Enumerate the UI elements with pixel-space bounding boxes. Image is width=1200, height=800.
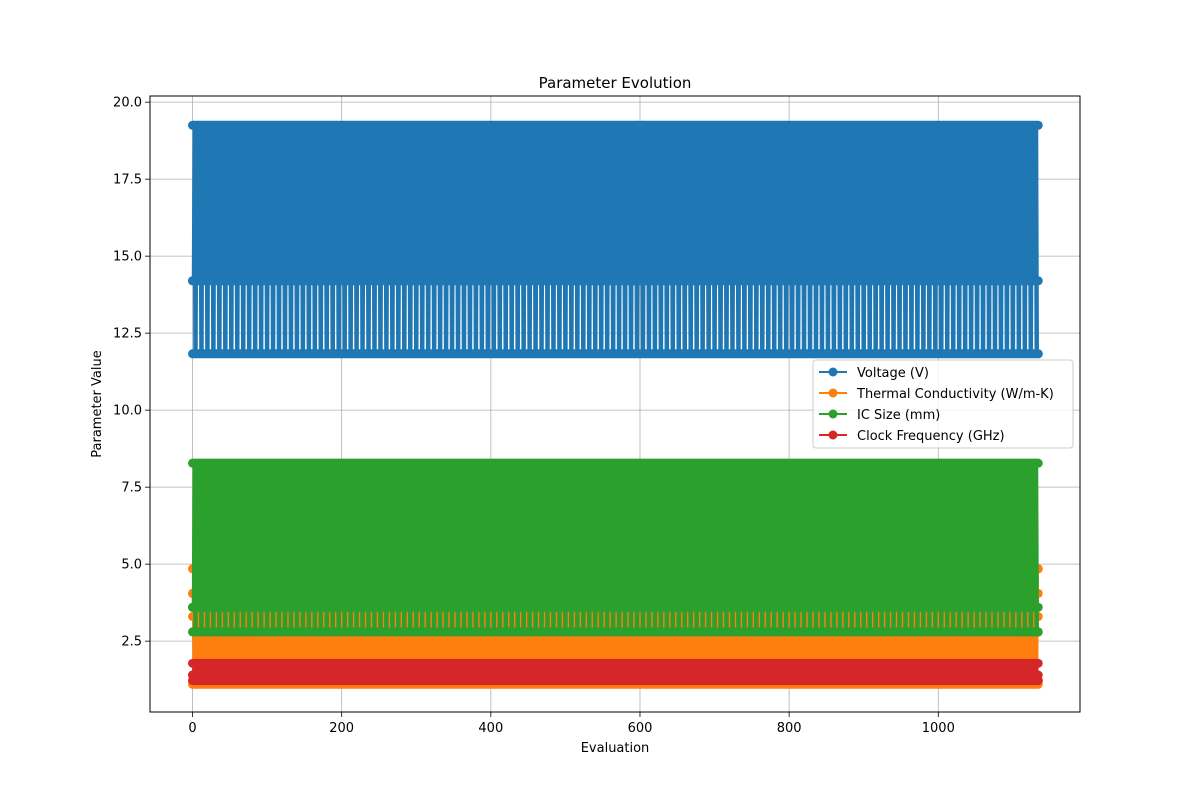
y-tick-label: 10.0: [113, 404, 142, 419]
y-tick-label: 7.5: [121, 481, 142, 496]
legend-marker: [828, 388, 838, 398]
legend-box: [812, 359, 1074, 449]
legend-label: Clock Frequency (GHz): [857, 429, 1005, 444]
legend-entry-thermal-conductivity: Thermal Conductivity (W/m-K): [819, 387, 1054, 402]
x-tick-label: 400: [478, 721, 503, 736]
legend-marker: [828, 409, 838, 419]
y-axis-label: Parameter Value: [90, 350, 105, 457]
data-point-last: [1033, 627, 1043, 637]
x-tick-label: 1000: [922, 721, 955, 736]
data-point-last: [1033, 676, 1043, 686]
data-point-first: [188, 276, 198, 286]
legend-marker: [828, 367, 838, 377]
data-point-first: [188, 602, 198, 612]
y-tick-label: 17.5: [113, 173, 142, 188]
y-axis-ticks: 2.5 5.0 7.5 10.0 12.5 15.0 17.5 20.0: [113, 96, 150, 650]
y-tick-label: 20.0: [113, 96, 142, 111]
legend: Voltage (V) Thermal Conductivity (W/m-K)…: [812, 359, 1074, 449]
data-point-first: [188, 670, 198, 680]
plot-area: [188, 120, 1043, 689]
series-ic-size-mm: [188, 458, 1043, 637]
series-clock-frequency-ghz: [188, 658, 1043, 686]
y-tick-label: 12.5: [113, 327, 142, 342]
chart-title: Parameter Evolution: [539, 74, 692, 92]
legend-marker: [828, 430, 838, 440]
data-point-last: [1033, 349, 1043, 359]
legend-entry-clock-frequency: Clock Frequency (GHz): [819, 429, 1005, 444]
legend-entry-ic-size: IC Size (mm): [819, 408, 940, 423]
x-axis-ticks: 0 200 400 600 800 1000: [188, 712, 955, 736]
x-axis-label: Evaluation: [581, 741, 650, 756]
axes-frame: [149, 95, 1081, 713]
series-voltage-v: [188, 120, 1043, 359]
y-tick-label: 5.0: [121, 558, 142, 573]
legend-label: IC Size (mm): [857, 408, 940, 423]
legend-entry-voltage: Voltage (V): [819, 366, 929, 381]
y-tick-label: 2.5: [121, 635, 142, 650]
legend-label: Thermal Conductivity (W/m-K): [856, 387, 1054, 402]
series-line: [191, 124, 1039, 355]
legend-label: Voltage (V): [857, 366, 929, 381]
x-tick-label: 0: [188, 721, 196, 736]
x-tick-label: 600: [628, 721, 653, 736]
x-tick-label: 200: [329, 721, 354, 736]
y-tick-label: 15.0: [113, 250, 142, 265]
x-tick-label: 800: [777, 721, 802, 736]
